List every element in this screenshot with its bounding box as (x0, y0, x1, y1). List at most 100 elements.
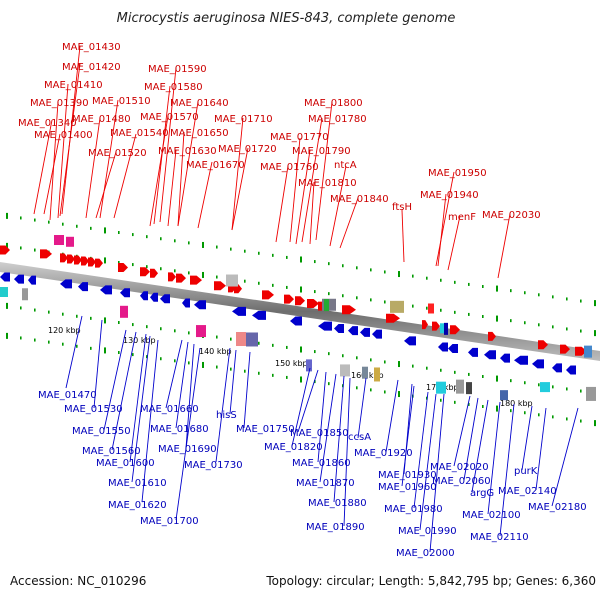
top-gene-label: MAE_01950 (428, 168, 487, 179)
leader-line (401, 385, 415, 487)
leader-line (175, 341, 189, 429)
leader-line (141, 339, 159, 503)
leader-line (319, 373, 337, 483)
scale-tick (426, 366, 428, 370)
leader-line (447, 215, 461, 271)
scale-tick (482, 284, 484, 288)
scale-tick (20, 336, 22, 340)
reverse-gene-arrow (290, 316, 302, 326)
leader-line (49, 101, 59, 221)
scale-tick (440, 368, 442, 372)
scale-tick (146, 355, 148, 359)
bottom-gene-label: MAE_01820 (264, 442, 323, 453)
scale-tick (202, 241, 204, 248)
gene-block (540, 382, 550, 393)
leader-line (103, 329, 127, 431)
scale-tick (566, 327, 568, 331)
scale-tick (90, 226, 92, 230)
forward-gene-arrow (40, 249, 52, 259)
forward-gene-arrow (168, 272, 176, 282)
leader-line (499, 403, 515, 537)
top-gene-label: MAE_01650 (170, 128, 229, 139)
reverse-gene-arrow (252, 310, 266, 320)
bottom-gene-label: MAE_01660 (140, 404, 199, 415)
scale-tick (216, 245, 218, 249)
scale-tick (76, 224, 78, 228)
scale-tick (328, 262, 330, 266)
top-gene-label: MAE_01710 (214, 114, 273, 125)
scale-tick (524, 321, 526, 325)
reverse-gene-arrow (0, 272, 10, 282)
forward-gene-arrow (81, 256, 89, 266)
leader-line (551, 407, 579, 507)
top-gene-label: MAE_01630 (158, 146, 217, 157)
scale-tick (48, 310, 50, 314)
bottom-gene-label: MAE_01530 (64, 404, 123, 415)
scale-tick (356, 296, 358, 300)
scale-tick (272, 373, 274, 377)
scale-tick (272, 253, 274, 257)
gene-block (54, 235, 64, 246)
forward-gene-arrow (488, 331, 496, 341)
scale-tick (314, 350, 316, 354)
top-gene-label: MAE_01840 (330, 194, 389, 205)
forward-gene-arrow (262, 290, 274, 300)
top-gene-label: MAE_01410 (44, 80, 103, 91)
scale-tick (328, 352, 330, 356)
leader-line (215, 347, 231, 463)
bottom-gene-label: MAE_01620 (108, 500, 167, 511)
bottom-gene-label: MAE_01730 (184, 460, 243, 471)
scale-tick (20, 216, 22, 220)
gene-block (436, 381, 446, 394)
scale-tick (580, 389, 582, 393)
scale-tick (314, 290, 316, 294)
bottom-gene-label: MAE_01930 (378, 470, 437, 481)
scale-tick (90, 346, 92, 350)
top-gene-label: MAE_01510 (92, 96, 151, 107)
scale-tick (300, 256, 302, 263)
scale-tick (524, 291, 526, 295)
scale-tick (62, 222, 64, 226)
scale-tick (412, 274, 414, 278)
scale-tick (370, 388, 372, 392)
scale-tick (272, 283, 274, 287)
scale-tick (594, 330, 596, 337)
forward-gene-arrow (342, 305, 356, 315)
scale-tick (202, 361, 204, 368)
scale-tick (20, 246, 22, 250)
leader-line (521, 405, 533, 471)
top-gene-label: MAE_01390 (30, 98, 89, 109)
forward-gene-arrow (422, 320, 428, 330)
scale-tick (384, 270, 386, 274)
leader-line (231, 147, 249, 231)
scale-tick (118, 261, 120, 265)
reverse-gene-arrow (150, 292, 158, 302)
gene-block (374, 367, 380, 382)
reverse-gene-arrow (500, 353, 510, 363)
scale-tick (496, 315, 498, 322)
leader-line (333, 375, 345, 503)
leader-line (33, 119, 53, 215)
forward-gene-arrow (0, 245, 10, 255)
scale-tick (132, 353, 134, 357)
leader-line (99, 99, 119, 219)
bottom-gene-label: MAE_01860 (292, 458, 351, 469)
leader-line (301, 117, 323, 243)
leader-line (129, 333, 147, 463)
scale-tick (482, 314, 484, 318)
bottom-gene-label: ccsA (348, 432, 371, 443)
leader-line (289, 137, 301, 243)
accession-text: Accession: NC_010296 (10, 574, 146, 588)
top-gene-label: MAE_01520 (88, 148, 147, 159)
scale-tick (160, 327, 162, 331)
scale-tick (160, 357, 162, 361)
leader-line (93, 319, 103, 409)
map-title: Microcystis aeruginosa NIES-843, complet… (117, 11, 456, 26)
scale-tick (594, 420, 596, 427)
gene-block (0, 287, 8, 297)
scale-tick (104, 317, 106, 324)
bottom-gene-label: MAE_01680 (150, 424, 209, 435)
leader-line (275, 165, 289, 243)
leader-line (111, 331, 137, 451)
